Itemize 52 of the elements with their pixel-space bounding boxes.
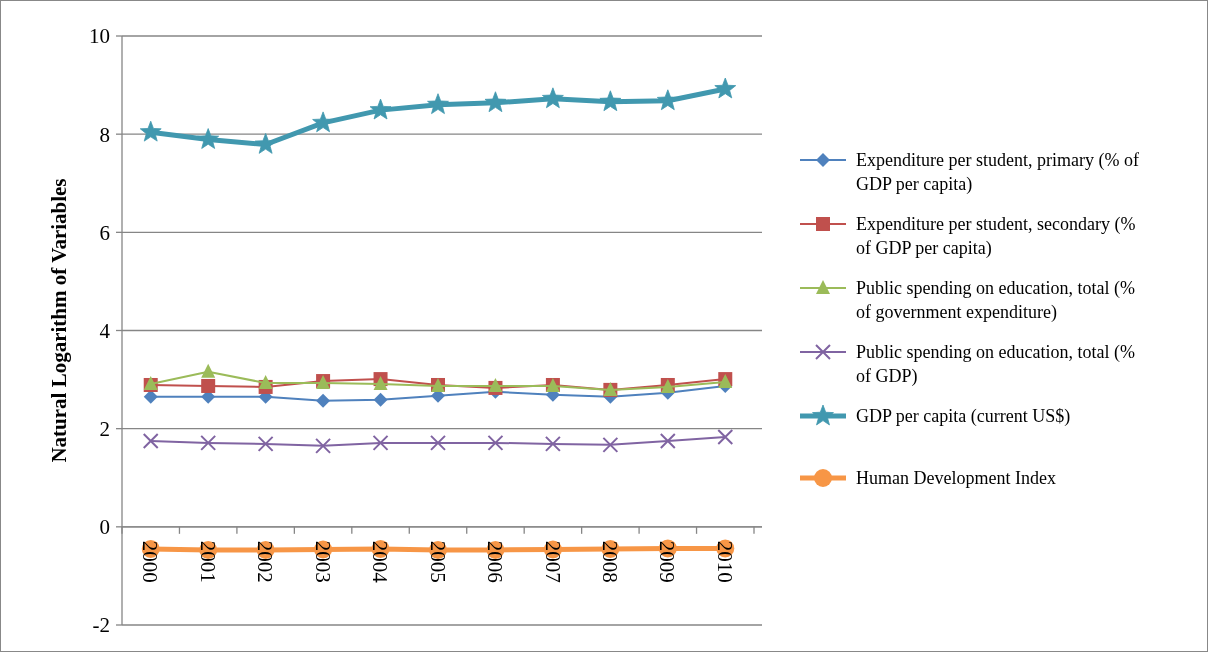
point [542,87,564,109]
legend-label: Public spending on education, total (% of GDP) [856,342,1135,387]
y-tick-label: 0 [99,515,110,540]
point [717,429,734,446]
point [142,432,159,449]
x-tick-label: 2000 [138,540,163,583]
y-tick-label: 10 [89,24,110,49]
point [602,436,619,453]
point [201,378,216,393]
y-tick-label: 2 [99,417,110,442]
legend-label: GDP per capita (current US$) [856,406,1071,427]
legend-label: Public spending on education, total (% of government expenditure) [856,278,1135,323]
x-tick-label: 2002 [253,540,278,583]
point [315,437,332,454]
point [430,434,446,451]
point [659,432,676,449]
point [200,434,217,451]
x-tick-label: 2009 [655,540,680,583]
legend-label: Expenditure per student, secondary (% of GDP per capita) [856,214,1136,259]
y-tick-label: -2 [92,613,110,638]
x-tick-label: 2010 [712,540,737,583]
point [484,91,507,113]
point [373,392,388,407]
point [656,89,679,111]
point [373,376,388,390]
x-tick-label: 2005 [425,540,450,583]
point [257,435,274,452]
point [599,90,622,112]
point [544,435,561,452]
y-tick-label: 6 [99,220,110,245]
point [427,93,449,115]
x-tick-label: 2001 [195,540,220,583]
y-tick-label: 4 [99,318,111,343]
x-tick-label: 2004 [368,540,393,584]
point [316,393,331,408]
point [714,77,737,99]
point [312,111,334,133]
point [372,434,389,451]
point [487,434,504,451]
legend-label: Expenditure per student, primary (% of GDP per capita) [856,150,1139,195]
point [139,120,162,142]
x-tick-label: 2007 [540,540,565,583]
x-tick-label: 2006 [483,540,508,583]
x-tick-label: 2008 [598,540,623,583]
point [201,363,216,378]
point [369,98,392,120]
point [258,375,273,390]
y-axis-title: Natural Logarithm of Variables [47,178,71,463]
point [197,128,220,149]
legend-label: Human Development Index [856,468,1056,488]
y-tick-label: 8 [99,122,110,147]
x-tick-label: 2003 [310,540,335,583]
